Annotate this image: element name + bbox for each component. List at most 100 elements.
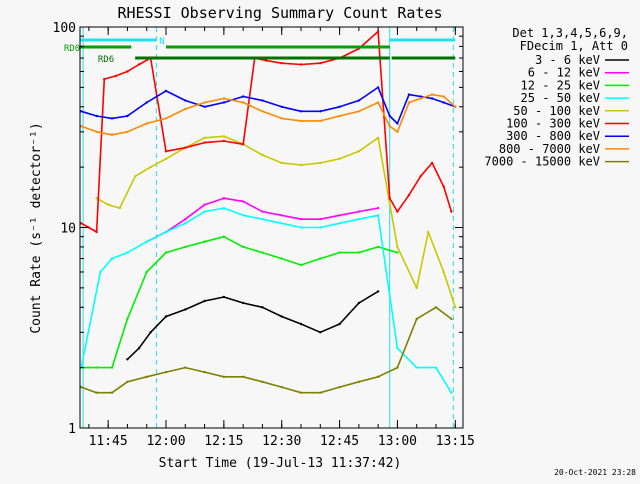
flag-label-rd6: RD6 — [98, 55, 114, 65]
data-point-5-24 — [419, 175, 422, 178]
x-tick-label-0: 11:45 — [89, 434, 128, 449]
data-point-1-10 — [338, 214, 341, 217]
data-point-8-18 — [415, 317, 418, 321]
data-point-3-11 — [280, 222, 283, 225]
data-point-2-11 — [280, 257, 283, 260]
data-point-5-5 — [126, 70, 129, 73]
data-point-5-6 — [137, 63, 141, 66]
data-point-4-13 — [319, 161, 322, 165]
data-point-8-9 — [242, 375, 245, 378]
data-point-2-14 — [338, 251, 341, 254]
legend-label-6: 300 - 800 keV — [506, 129, 600, 143]
data-point-0-5 — [203, 299, 206, 303]
data-point-8-5 — [164, 370, 168, 374]
data-point-8-7 — [203, 370, 206, 374]
data-point-4-20 — [442, 270, 445, 274]
data-point-8-0 — [80, 385, 83, 389]
y-tick-label-0: 1 — [68, 422, 76, 437]
data-point-4-19 — [427, 230, 430, 234]
series-line-7 — [80, 93, 456, 136]
data-point-7-2 — [110, 133, 114, 136]
data-point-4-5 — [164, 157, 168, 160]
data-point-5-12 — [242, 143, 245, 146]
data-point-4-16 — [376, 136, 380, 139]
data-point-7-23 — [454, 105, 457, 109]
data-point-3-2 — [110, 257, 114, 260]
data-point-8-11 — [280, 385, 283, 389]
data-point-5-0 — [80, 222, 83, 225]
data-point-4-12 — [299, 163, 303, 167]
data-point-2-12 — [299, 263, 303, 267]
data-point-8-4 — [145, 375, 148, 378]
data-point-6-6 — [184, 99, 187, 102]
data-point-6-2 — [110, 117, 114, 120]
data-point-3-15 — [357, 218, 361, 221]
data-point-6-9 — [242, 95, 245, 98]
data-point-8-15 — [357, 380, 361, 383]
data-point-6-0 — [80, 110, 83, 113]
data-point-0-10 — [299, 322, 303, 326]
data-point-8-6 — [184, 366, 187, 369]
data-point-7-1 — [95, 130, 98, 133]
data-point-6-13 — [319, 110, 322, 113]
data-point-6-1 — [95, 114, 98, 118]
data-point-4-7 — [203, 136, 206, 139]
data-point-0-3 — [164, 315, 168, 318]
data-point-0-8 — [261, 306, 264, 309]
y-tick-label-2: 100 — [53, 21, 76, 36]
data-point-7-3 — [126, 130, 129, 133]
data-point-4-0 — [95, 197, 98, 200]
data-point-1-7 — [280, 214, 283, 217]
data-point-0-0 — [126, 358, 129, 361]
data-point-0-9 — [280, 315, 283, 318]
data-point-3-20 — [450, 391, 453, 394]
data-point-2-13 — [319, 257, 322, 260]
data-point-7-19 — [407, 101, 411, 104]
data-point-3-9 — [242, 214, 245, 217]
data-point-1-9 — [319, 218, 322, 221]
legend-label-8: 7000 - 15000 keV — [484, 155, 600, 169]
data-point-6-15 — [357, 99, 361, 102]
legend-label-7: 800 - 7000 keV — [499, 142, 600, 156]
data-point-2-7 — [203, 240, 206, 243]
data-point-1-4 — [222, 197, 226, 200]
data-point-3-10 — [261, 218, 264, 221]
data-point-1-11 — [357, 210, 361, 213]
data-point-4-10 — [261, 153, 264, 157]
data-point-3-14 — [338, 222, 341, 225]
data-point-5-1 — [87, 226, 91, 229]
data-point-2-16 — [376, 245, 380, 249]
data-point-8-3 — [126, 380, 129, 383]
data-point-5-3 — [103, 77, 106, 81]
data-point-6-12 — [299, 110, 303, 113]
data-point-7-8 — [222, 97, 226, 100]
data-point-4-2 — [118, 206, 121, 210]
legend-label-5: 100 - 300 keV — [506, 117, 600, 131]
data-point-6-5 — [164, 89, 168, 93]
data-point-2-5 — [164, 251, 168, 254]
data-point-2-15 — [357, 251, 361, 254]
data-point-0-6 — [222, 295, 226, 299]
data-point-3-16 — [376, 214, 380, 217]
data-point-6-17 — [388, 114, 391, 118]
data-point-5-21 — [388, 197, 391, 200]
data-point-0-14 — [376, 290, 380, 293]
data-point-8-10 — [261, 380, 264, 383]
data-point-5-9 — [184, 146, 187, 149]
data-point-5-26 — [442, 185, 445, 188]
data-point-7-14 — [338, 114, 341, 118]
data-point-6-7 — [203, 105, 206, 109]
data-point-7-15 — [357, 110, 361, 113]
data-point-0-11 — [319, 331, 322, 334]
data-point-4-14 — [338, 157, 341, 160]
data-point-6-22 — [442, 101, 445, 104]
data-point-8-1 — [95, 391, 98, 394]
data-point-8-20 — [450, 317, 453, 321]
data-point-4-15 — [357, 150, 361, 153]
series-line-4 — [96, 135, 457, 308]
data-point-7-20 — [419, 97, 422, 100]
data-point-6-14 — [338, 105, 341, 109]
data-point-3-1 — [99, 270, 102, 274]
